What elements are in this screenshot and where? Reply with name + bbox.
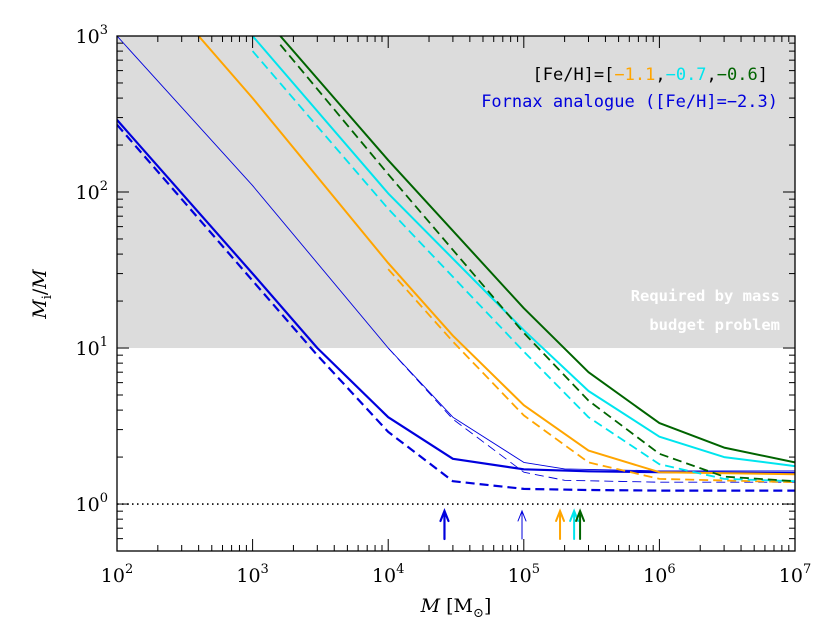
shaded-region <box>117 36 795 349</box>
x-tick-base: 10 <box>779 565 803 587</box>
x-tick-base: 10 <box>101 565 125 587</box>
series-line-8 <box>251 50 795 483</box>
series-line-7 <box>251 36 795 468</box>
legend-line-1: [Fe/H]=[−1.1,−0.7,−0.6] <box>533 65 769 85</box>
shaded-region-label-2: budget problem <box>649 316 780 334</box>
arrow-head <box>555 508 566 522</box>
series-line-10 <box>279 44 795 483</box>
x-tick-base: 10 <box>236 565 260 587</box>
arrow-1 <box>439 508 450 541</box>
series-line-6 <box>387 268 795 484</box>
x-tick-label: 102 <box>101 562 133 587</box>
y-tick-exp: 3 <box>100 23 108 38</box>
series-line-9 <box>279 36 795 464</box>
x-tick-exp: 4 <box>396 562 404 577</box>
x-axis-label-sub: ⊙ <box>473 606 484 621</box>
y-tick-base: 10 <box>76 494 100 516</box>
plot-area: Required by mass budget problem [Fe/H]=[−1… <box>117 36 795 541</box>
series-line-2 <box>117 123 795 492</box>
x-tick-label: 103 <box>236 562 268 587</box>
x-tick-exp: 3 <box>261 562 269 577</box>
y-axis-label-sub: i <box>40 295 55 299</box>
shaded-region-label-1: Required by mass <box>631 287 780 305</box>
x-tick-exp: 2 <box>125 562 133 577</box>
legend-separator: , <box>707 65 717 85</box>
y-axis-label-tail: M <box>29 269 51 290</box>
arrow-head <box>517 509 527 522</box>
arrow-head <box>575 508 586 522</box>
arrow-head <box>439 508 450 523</box>
x-axis-label-unit: [M <box>440 595 473 617</box>
x-tick-label: 106 <box>643 562 675 587</box>
x-tick-label: 107 <box>779 562 811 587</box>
y-tick-base: 10 <box>76 182 100 204</box>
legend-line-2: Fornax analogue ([Fe/H]=−2.3) <box>481 92 778 112</box>
y-tick-label: 100 <box>76 491 108 516</box>
x-axis-label: M [M⊙] <box>420 595 492 621</box>
y-tick-base: 10 <box>76 338 100 360</box>
y-axis-label-slash: / <box>29 288 51 295</box>
y-tick-exp: 1 <box>100 335 108 350</box>
arrow-5 <box>575 508 586 540</box>
legend-suffix: ] <box>758 65 768 85</box>
y-tick-exp: 0 <box>100 491 108 506</box>
x-tick-base: 10 <box>508 565 532 587</box>
y-axis-label-main: M <box>29 299 51 320</box>
y-tick-base: 10 <box>76 26 100 48</box>
y-tick-label: 103 <box>76 23 108 48</box>
x-axis-label-close: ] <box>484 595 491 617</box>
legend-prefix: [Fe/H]=[ <box>533 65 615 85</box>
x-tick-base: 10 <box>643 565 667 587</box>
arrow-3 <box>555 508 566 540</box>
arrow-4 <box>569 508 580 540</box>
y-axis-label: Mi/M <box>29 269 55 320</box>
x-tick-base: 10 <box>372 565 396 587</box>
series-line-5 <box>197 36 795 476</box>
x-tick-exp: 7 <box>803 562 811 577</box>
legend-value-2: −0.7 <box>666 65 707 85</box>
series-line-4 <box>387 347 795 483</box>
y-tick-exp: 2 <box>100 179 108 194</box>
series-line-1 <box>117 119 795 475</box>
legend-value-3: −0.6 <box>717 65 758 85</box>
x-tick-label: 104 <box>372 562 404 587</box>
legend-value-1: −1.1 <box>614 65 655 85</box>
y-tick-label: 102 <box>76 179 108 204</box>
x-tick-exp: 6 <box>667 562 675 577</box>
y-tick-label: 101 <box>76 335 108 360</box>
series-line-3 <box>117 36 795 472</box>
arrow-2 <box>517 509 527 540</box>
curves <box>117 36 795 492</box>
plot-frame <box>116 35 796 552</box>
x-tick-label: 105 <box>508 562 540 587</box>
legend-separator: , <box>655 65 665 85</box>
x-axis-label-main: M <box>420 595 441 617</box>
x-tick-exp: 5 <box>532 562 540 577</box>
